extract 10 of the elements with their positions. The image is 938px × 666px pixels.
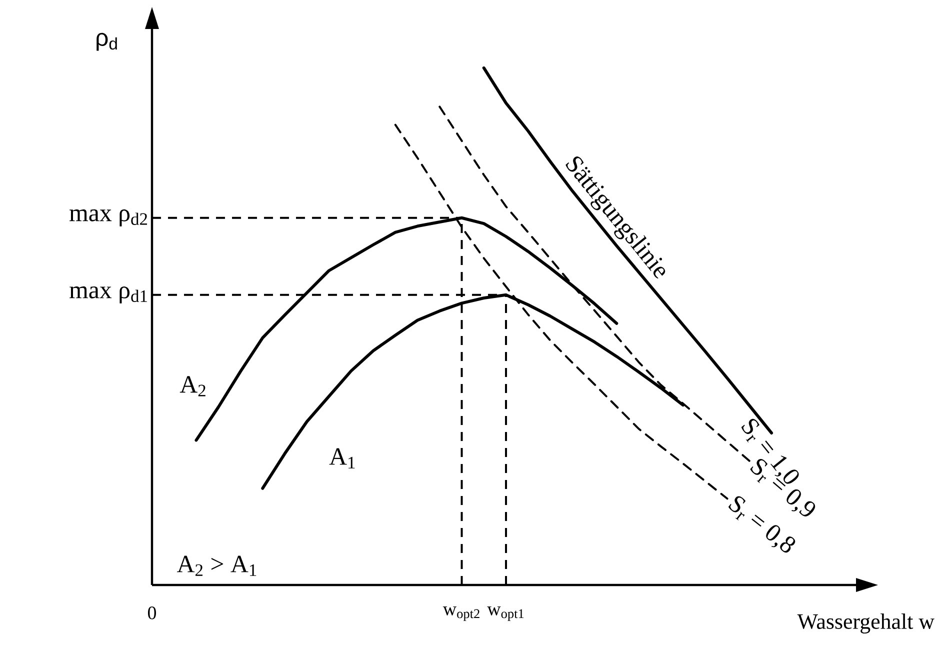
ref-line-label: max ρ$_{d1}$ (70, 286, 147, 304)
ref-line-label: max ρ$_{d2}$ (70, 209, 148, 226)
x-tick-label: 0 (148, 606, 156, 620)
x-tick-label: w$_{opt1}$ (487, 606, 524, 621)
series-label: A$_{2}$ (180, 376, 206, 396)
y-axis-title: ρ$_{d}$ (96, 32, 117, 51)
x-tick-label: w$_{opt2}$ (442, 606, 480, 621)
x-axis-title: Wassergehalt w (797, 614, 934, 634)
annotation: A$_{2}$ > A$_{1}$ (177, 556, 256, 576)
series-label: A$_{1}$ (329, 448, 355, 468)
